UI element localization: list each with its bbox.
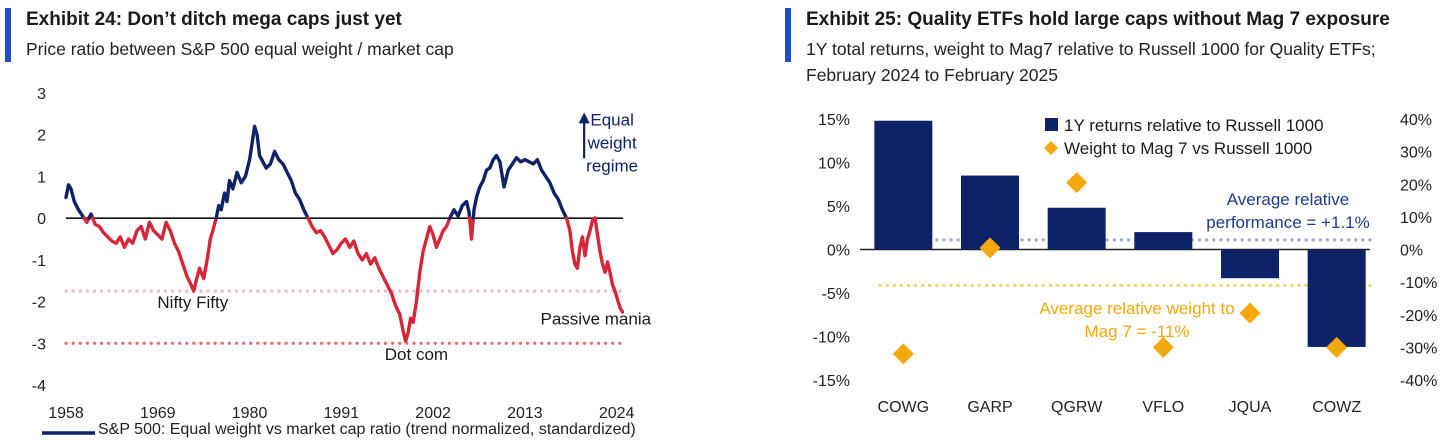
legend-bar-swatch	[1045, 118, 1058, 131]
bar-cowg	[874, 120, 933, 250]
x-category-label: VFLO	[1142, 399, 1184, 416]
y-tick-label: 2	[37, 128, 46, 145]
y-tick-label: -2	[32, 295, 46, 312]
legend-bar-label: 1Y returns relative to Russell 1000	[1064, 116, 1324, 135]
diamond-qgrw	[1066, 172, 1088, 194]
equal-weight-regime-label: Equal	[590, 110, 633, 129]
y-left-tick-label: -5%	[822, 286, 850, 303]
y-left-tick-label: 15%	[818, 112, 850, 129]
accent-bar	[5, 8, 11, 62]
avg-performance-label: performance = +1.1%	[1206, 213, 1369, 232]
exhibit-25-bar-chart: 15% 10% 5% 0% -5% -10% -15% 40% 30% 20% 10% 0% -10% -…	[813, 112, 1438, 416]
avg-performance-label: Average relative	[1227, 190, 1350, 209]
x-category-label: GARP	[967, 399, 1012, 416]
legend-diamond-icon	[1044, 141, 1058, 155]
diamond-vflo	[1152, 336, 1174, 358]
y-right-tick-label: 10%	[1400, 210, 1432, 227]
y-left-tick-label: 10%	[818, 156, 850, 173]
series-segment-positive	[471, 153, 569, 220]
x-tick-label: 2002	[415, 405, 451, 422]
y-right-tick-label: 40%	[1400, 112, 1432, 129]
exhibit-25-title: Exhibit 25: Quality ETFs hold large caps…	[806, 9, 1390, 30]
y-right-tick-label: -30%	[1400, 340, 1437, 357]
bar-garp	[961, 175, 1019, 250]
y-tick-label: 3	[37, 86, 46, 103]
diamond-cowz	[1326, 336, 1348, 358]
event-annotation: Passive mania	[541, 310, 652, 329]
x-tick-label: 2024	[599, 405, 635, 422]
bar-vflo	[1134, 232, 1193, 250]
y-left-tick-label: 5%	[827, 199, 850, 216]
avg-weight-label: Mag 7 = -11%	[1084, 322, 1189, 341]
series-segment-positive	[214, 124, 310, 220]
exhibit-24-subtitle: Price ratio between S&P 500 equal weight…	[26, 39, 454, 59]
y-tick-label: -3	[32, 336, 46, 353]
series-segment-negative	[306, 216, 452, 343]
y-right-tick-label: 20%	[1400, 177, 1432, 194]
y-left-tick-label: -15%	[813, 373, 850, 390]
series-segment-positive	[448, 199, 472, 220]
x-category-label: COWZ	[1312, 399, 1361, 416]
x-tick-label: 1969	[140, 405, 176, 422]
legend-label: S&P 500: Equal weight vs market cap rati…	[98, 421, 636, 438]
y-tick-label: -4	[32, 378, 46, 395]
y-tick-label: 0	[37, 211, 46, 228]
avg-weight-label: Average relative weight to	[1039, 299, 1234, 318]
exhibit-24-title: Exhibit 24: Don’t ditch mega caps just y…	[26, 9, 402, 30]
exhibit-25-panel: Exhibit 25: Quality ETFs hold large caps…	[780, 0, 1456, 442]
event-annotation: Dot com	[385, 345, 448, 364]
x-tick-label: 2013	[507, 405, 543, 422]
bar-cowz	[1307, 249, 1366, 347]
bar-jqua	[1221, 249, 1279, 279]
exhibit-24-panel: Exhibit 24: Don’t ditch mega caps just y…	[0, 0, 700, 442]
y-left-tick-label: -10%	[813, 330, 850, 347]
bar-qgrw	[1047, 207, 1106, 250]
x-tick-label: 1958	[48, 405, 84, 422]
y-right-tick-label: -20%	[1400, 308, 1437, 325]
subtitle-line: February 2024 to February 2025	[806, 65, 1058, 85]
x-tick-label: 1980	[232, 405, 268, 422]
series-segment-positive	[64, 183, 86, 220]
accent-bar	[785, 8, 791, 62]
series-segment-negative	[90, 216, 218, 293]
y-tick-label: 1	[37, 169, 46, 186]
legend-diamond-label: Weight to Mag 7 vs Russell 1000	[1064, 139, 1312, 158]
subtitle-line: 1Y total returns, weight to Mag7 relativ…	[806, 39, 1376, 59]
arrow-head-icon	[578, 112, 590, 124]
series-segment-negative	[593, 216, 625, 314]
event-annotation: Nifty Fifty	[157, 293, 228, 312]
x-category-label: COWG	[878, 399, 930, 416]
equal-weight-regime-label: weight	[587, 133, 637, 152]
y-left-tick-label: 0%	[827, 243, 850, 260]
diamond-jqua	[1239, 302, 1261, 324]
y-right-tick-label: 0%	[1400, 243, 1423, 260]
x-category-label: JQUA	[1229, 399, 1272, 416]
y-tick-label: -1	[32, 253, 46, 270]
y-right-tick-label: -40%	[1400, 373, 1437, 390]
exhibit-25-subtitle: 1Y total returns, weight to Mag7 relativ…	[806, 36, 1376, 88]
diamond-cowg	[892, 343, 914, 365]
series-segment-negative	[564, 216, 597, 270]
series-segment-negative	[467, 216, 475, 241]
y-right-tick-label: -10%	[1400, 275, 1437, 292]
diamond-garp	[979, 237, 1001, 259]
equal-weight-regime-label: regime	[586, 156, 638, 175]
x-tick-label: 1991	[324, 405, 360, 422]
y-right-tick-label: 30%	[1400, 145, 1432, 162]
x-category-label: QGRW	[1051, 399, 1103, 416]
